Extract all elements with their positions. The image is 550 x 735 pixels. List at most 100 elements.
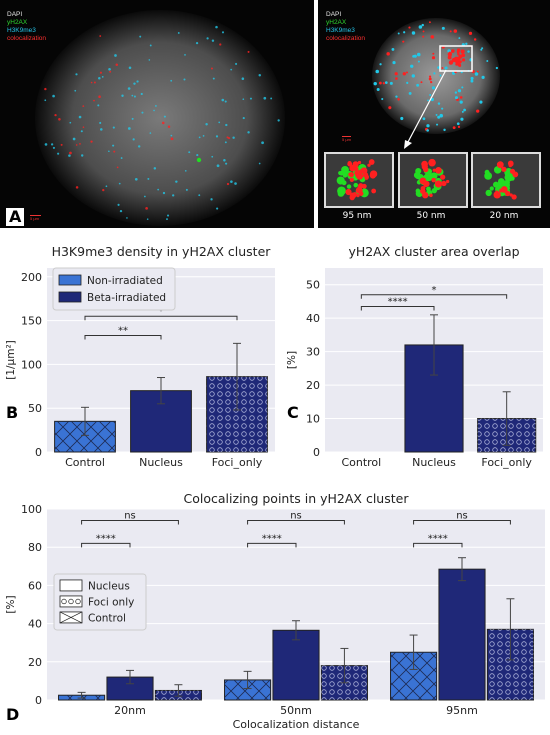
signal-dot <box>224 141 227 144</box>
signal-dot <box>99 121 102 125</box>
colocalization-blob <box>349 194 355 201</box>
signal-dot <box>277 119 280 122</box>
significance-bracket <box>247 519 345 525</box>
signal-dot <box>112 144 115 147</box>
signal-dot <box>112 126 115 129</box>
y-tick-label: 20 <box>28 656 42 669</box>
colocalization-dot <box>450 49 455 53</box>
colocalization-blob <box>509 193 513 197</box>
signal-dot <box>141 111 144 114</box>
significance-bracket <box>360 294 508 299</box>
colocalization-blob <box>496 161 504 169</box>
signal-dot <box>113 150 116 153</box>
signal-dot <box>198 194 201 197</box>
signal-dot <box>175 180 178 183</box>
significance-bracket <box>81 542 131 548</box>
inset-20nm <box>471 152 541 208</box>
signal-dot <box>184 54 186 56</box>
signal-dot <box>131 94 134 97</box>
colocalization-dot <box>447 55 452 60</box>
signal-dot <box>461 86 464 89</box>
signal-dot <box>426 124 430 128</box>
signal-dot <box>206 37 209 40</box>
y-tick-label: 150 <box>21 315 42 328</box>
signal-dot <box>426 129 429 132</box>
signal-dot <box>395 77 398 80</box>
signal-dot <box>406 81 409 84</box>
signal-dot <box>60 143 63 146</box>
signal-dot <box>98 95 101 98</box>
signal-dot <box>235 62 238 65</box>
signal-dot <box>429 93 432 96</box>
signal-dot <box>136 80 139 83</box>
signal-dot <box>459 96 463 99</box>
yh2ax-blob <box>505 172 510 177</box>
signal-dot <box>474 72 479 76</box>
signal-dot <box>80 154 84 157</box>
signal-dot <box>79 143 81 145</box>
signal-dot <box>411 31 416 35</box>
colocalization-blob <box>428 158 436 167</box>
signal-dot <box>157 188 160 191</box>
yh2ax-blob <box>504 179 510 186</box>
colocalization-blob <box>508 163 513 168</box>
signal-dot <box>90 81 93 84</box>
signal-dot <box>408 91 412 95</box>
signal-dot <box>225 123 228 127</box>
signal-dot <box>195 41 199 45</box>
signal-dot <box>397 98 400 101</box>
signal-dot <box>149 132 152 134</box>
signal-dot <box>435 113 438 116</box>
legend-h3k9me3-left: H3K9me3 <box>7 27 36 34</box>
significance-label: **** <box>428 533 448 544</box>
signal-dot <box>82 105 85 107</box>
signal-dot <box>458 37 461 39</box>
signal-dot <box>408 26 411 29</box>
signal-dot <box>454 96 458 100</box>
signal-dot <box>149 44 152 47</box>
signal-dot <box>221 31 225 34</box>
signal-dot <box>166 218 168 221</box>
x-tick-label: Foci_only <box>481 456 532 469</box>
colocalization-blob <box>420 186 425 191</box>
yh2ax-blob <box>431 187 438 194</box>
colocalization-blob <box>423 182 428 188</box>
y-tick-label: 10 <box>306 413 320 426</box>
signal-dot <box>219 43 222 46</box>
scale-bar-right: 5 µm <box>342 136 351 142</box>
yh2ax-blob <box>353 182 359 188</box>
signal-dot <box>82 126 85 129</box>
signal-dot <box>242 116 245 120</box>
signal-dot <box>170 137 174 141</box>
signal-dot <box>196 154 199 157</box>
signal-dot <box>416 52 421 57</box>
signal-dot <box>422 117 426 121</box>
chart-c-area-overlap: yH2AX cluster area overlap 0 10 20 30 40 50 [%]… <box>286 244 543 469</box>
signal-dot <box>184 169 187 172</box>
signal-dot <box>108 150 110 153</box>
signal-dot <box>108 67 111 71</box>
colocalization-blob <box>368 159 375 165</box>
colocalization-blob <box>440 174 446 180</box>
y-tick-label: 0 <box>35 694 42 707</box>
signal-dot <box>481 75 485 79</box>
bar-nucleus <box>438 568 486 701</box>
signal-dot <box>232 136 235 139</box>
signal-dot <box>470 78 473 82</box>
colocalization-blob <box>505 190 511 197</box>
signal-dot <box>44 87 47 91</box>
signal-dot <box>413 54 417 58</box>
yh2ax-blob <box>492 181 499 188</box>
signal-dot <box>430 35 435 39</box>
yh2ax-blob <box>485 189 492 197</box>
signal-dot <box>230 180 233 183</box>
legend-colocalization-right: colocalization <box>326 35 366 42</box>
colocalization-blob <box>500 186 508 193</box>
colocalization-blob <box>495 190 499 194</box>
signal-dot <box>402 40 405 43</box>
signal-dot <box>153 167 157 170</box>
signal-dot <box>417 60 420 63</box>
significance-label: ns <box>456 510 468 521</box>
signal-dot <box>411 74 416 78</box>
significance-label: ** <box>118 325 128 336</box>
